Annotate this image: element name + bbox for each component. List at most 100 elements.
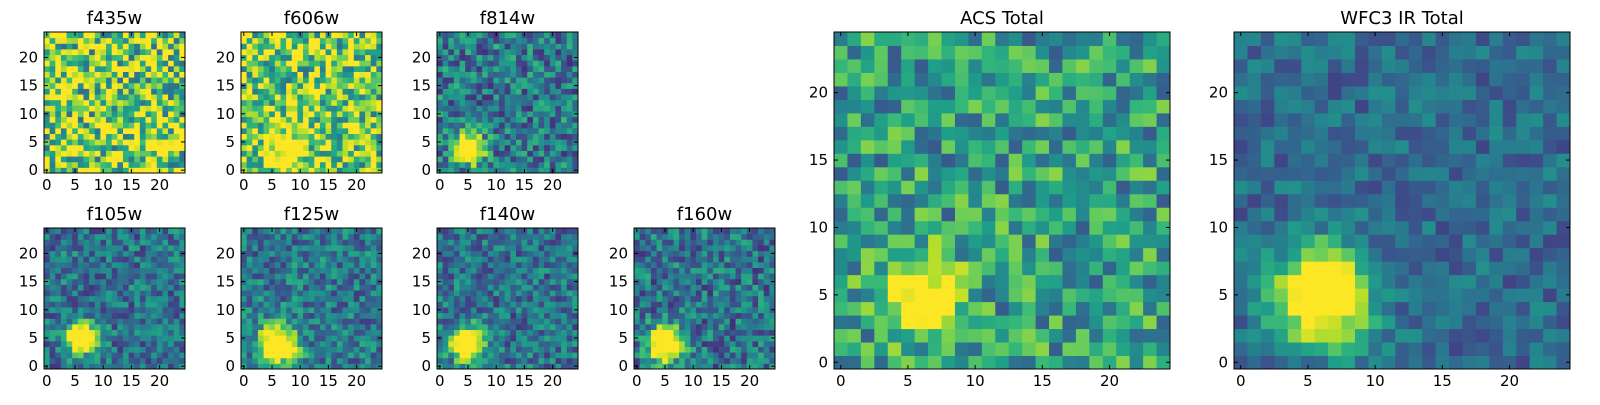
heatmap-cell <box>117 117 123 123</box>
heatmap-cell <box>354 100 360 106</box>
heatmap-cell <box>454 290 460 296</box>
heatmap-cell <box>129 71 135 77</box>
heatmap-cell <box>516 301 522 307</box>
heatmap-cell <box>471 318 477 324</box>
heatmap-cell <box>634 296 640 302</box>
heatmap-cell <box>550 245 556 251</box>
heatmap-cell <box>67 156 73 162</box>
heatmap-cell <box>337 318 343 324</box>
heatmap-cell <box>493 122 499 128</box>
heatmap-cell <box>359 256 365 262</box>
heatmap-cell <box>493 100 499 106</box>
heatmap-cell <box>168 284 174 290</box>
heatmap-cell <box>527 83 533 89</box>
heatmap-cell <box>679 358 685 364</box>
heatmap-cell <box>112 346 118 352</box>
heatmap-cell <box>67 279 73 285</box>
heatmap-cell <box>657 313 663 319</box>
heatmap-cell <box>252 77 258 83</box>
heatmap-cell <box>168 49 174 55</box>
heatmap-cell <box>465 239 471 245</box>
heatmap-cell <box>1143 302 1157 316</box>
heatmap-cell <box>348 94 354 100</box>
heatmap-cell <box>460 156 466 162</box>
heatmap-cell <box>286 251 292 257</box>
heatmap-cell <box>326 301 332 307</box>
heatmap-cell <box>117 341 123 347</box>
heatmap-cell <box>668 262 674 268</box>
heatmap-cell <box>1022 329 1036 343</box>
heatmap-cell <box>67 358 73 364</box>
heatmap-cell <box>292 239 298 245</box>
heatmap-cell <box>736 228 742 234</box>
heatmap-cell <box>309 346 315 352</box>
heatmap-cell <box>326 284 332 290</box>
heatmap-cell <box>741 239 747 245</box>
heatmap-cell <box>95 228 101 234</box>
heatmap-cell <box>544 256 550 262</box>
heatmap-cell <box>337 267 343 273</box>
heatmap-cell <box>516 128 522 134</box>
heatmap-cell <box>331 324 337 330</box>
heatmap-cell <box>561 77 567 83</box>
heatmap-cell <box>78 117 84 123</box>
heatmap-cell <box>454 77 460 83</box>
heatmap-cell <box>550 71 556 77</box>
heatmap-cell <box>533 284 539 290</box>
heatmap-cell <box>454 284 460 290</box>
heatmap-cell <box>482 71 488 77</box>
heatmap-cell <box>67 307 73 313</box>
heatmap-cell <box>359 32 365 38</box>
heatmap-cell <box>326 43 332 49</box>
heatmap-cell <box>258 55 264 61</box>
heatmap-cell <box>685 352 691 358</box>
heatmap-cell <box>280 330 286 336</box>
heatmap-cell <box>544 251 550 257</box>
heatmap-cell <box>252 234 258 240</box>
heatmap-cell <box>67 341 73 347</box>
heatmap-cell <box>61 128 67 134</box>
heatmap-cell <box>371 267 377 273</box>
heatmap-cell <box>151 284 157 290</box>
heatmap-cell <box>942 180 956 194</box>
heatmap-cell <box>89 341 95 347</box>
heatmap-cell <box>443 352 449 358</box>
heatmap-cell <box>460 256 466 262</box>
heatmap-cell <box>555 318 561 324</box>
heatmap-cell <box>968 261 982 275</box>
heatmap-cell <box>354 83 360 89</box>
heatmap-cell <box>134 156 140 162</box>
heatmap-cell <box>100 279 106 285</box>
heatmap-cell <box>707 284 713 290</box>
heatmap-cell <box>942 194 956 208</box>
heatmap-cell <box>567 66 573 72</box>
heatmap-cell <box>645 318 651 324</box>
heatmap-cell <box>286 228 292 234</box>
heatmap-cell <box>522 77 528 83</box>
heatmap-cell <box>555 284 561 290</box>
heatmap-cell <box>505 71 511 77</box>
heatmap-cell <box>505 307 511 313</box>
heatmap-cell <box>454 318 460 324</box>
heatmap-cell <box>337 313 343 319</box>
heatmap-cell <box>252 313 258 319</box>
heatmap-cell <box>275 128 281 134</box>
heatmap-cell <box>928 302 942 316</box>
heatmap-cell <box>488 335 494 341</box>
heatmap-cell <box>112 358 118 364</box>
heatmap-cell <box>140 346 146 352</box>
heatmap-cell <box>454 43 460 49</box>
heatmap-cell <box>448 32 454 38</box>
heatmap-cell <box>129 256 135 262</box>
heatmap-cell <box>303 358 309 364</box>
heatmap-cell <box>343 150 349 156</box>
heatmap-cell <box>544 335 550 341</box>
heatmap-cell <box>309 100 315 106</box>
heatmap-cell <box>112 335 118 341</box>
heatmap-cell <box>443 290 449 296</box>
heatmap-cell <box>264 139 270 145</box>
heatmap-cell <box>561 313 567 319</box>
heatmap-cell <box>78 256 84 262</box>
heatmap-cell <box>645 307 651 313</box>
heatmap-cell <box>454 60 460 66</box>
